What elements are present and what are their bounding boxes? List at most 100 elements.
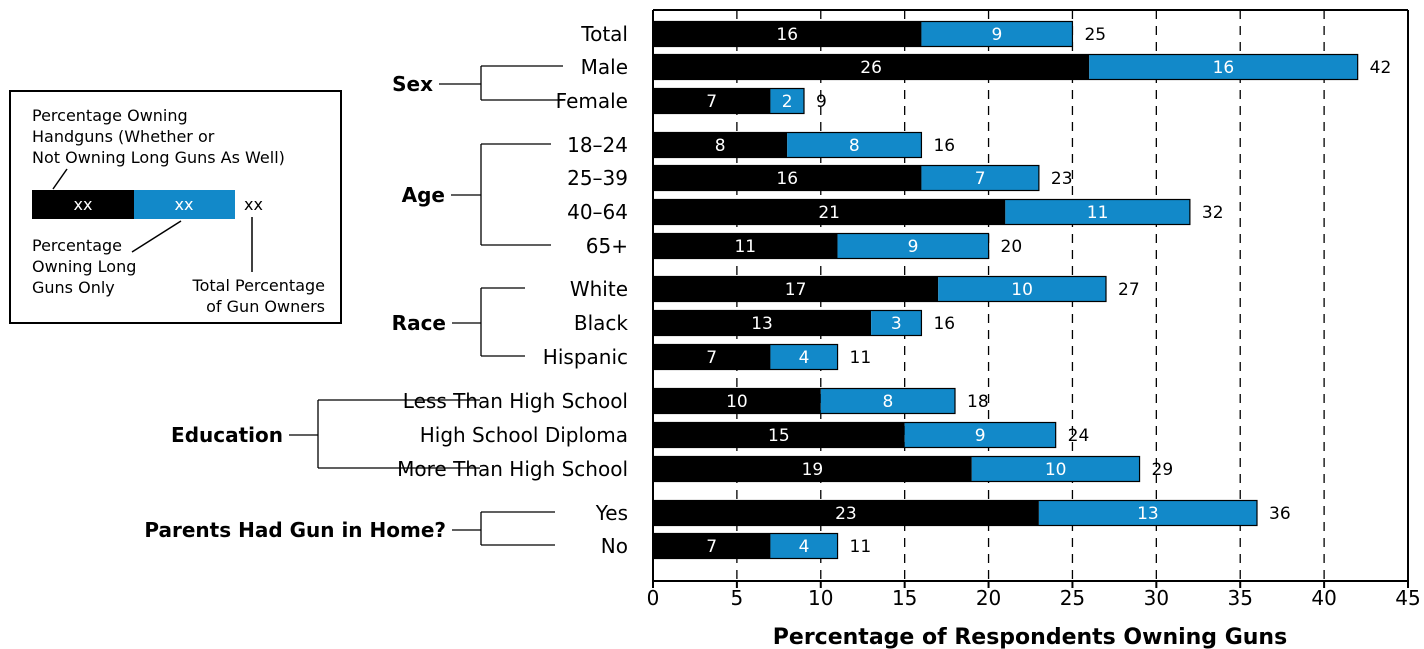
- group-label-4: Education: [171, 423, 283, 447]
- legend-longgun-label-line-1: Percentage: [32, 236, 122, 255]
- x-tick-label-10: 10: [808, 586, 833, 610]
- bar-longgun-1: [1089, 54, 1358, 80]
- data-label-handgun-2: 7: [706, 92, 717, 112]
- x-axis-title: Percentage of Respondents Owning Guns: [773, 625, 1287, 649]
- category-label-4: 25–39: [567, 166, 628, 190]
- bar-longgun-6: [837, 233, 989, 259]
- bar-handgun-12: [653, 456, 972, 482]
- bar-handgun-14: [653, 533, 771, 559]
- data-label-total-11: 24: [1068, 426, 1090, 446]
- bar-handgun-10: [653, 388, 821, 414]
- x-tick-label-30: 30: [1144, 586, 1169, 610]
- bar-handgun-3: [653, 132, 788, 158]
- bar-handgun-5: [653, 199, 1006, 225]
- category-label-6: 65+: [586, 234, 628, 258]
- category-label-1: Male: [581, 55, 628, 79]
- legend-total-label-line-2: of Gun Owners: [206, 297, 325, 316]
- data-label-handgun-13: 23: [835, 504, 857, 524]
- bar-handgun-0: [653, 21, 922, 47]
- data-label-total-12: 29: [1152, 460, 1174, 480]
- x-tick-label-20: 20: [976, 586, 1001, 610]
- data-label-longgun-3: 8: [849, 136, 860, 156]
- data-label-longgun-6: 9: [908, 237, 919, 257]
- bar-longgun-7: [938, 276, 1106, 302]
- legend-longgun-swatch: [134, 190, 235, 219]
- data-label-longgun-1: 16: [1213, 58, 1235, 78]
- x-tick-label-40: 40: [1311, 586, 1336, 610]
- bar-handgun-6: [653, 233, 838, 259]
- bar-longgun-5: [1005, 199, 1190, 225]
- data-label-handgun-0: 16: [776, 25, 798, 45]
- data-label-handgun-5: 21: [818, 203, 840, 223]
- data-label-handgun-7: 17: [785, 280, 807, 300]
- bar-longgun-9: [770, 344, 838, 370]
- data-label-total-8: 16: [933, 314, 955, 334]
- group-label-1: Sex: [392, 72, 433, 96]
- bar-longgun-10: [820, 388, 955, 414]
- data-label-handgun-8: 13: [751, 314, 773, 334]
- legend-handgun-label-line-2: Handguns (Whether or: [32, 127, 215, 146]
- bar-longgun-2: [770, 88, 804, 114]
- legend-longgun-leader: [131, 220, 182, 253]
- data-label-longgun-11: 9: [975, 426, 986, 446]
- bar-longgun-12: [971, 456, 1140, 482]
- bar-longgun-3: [787, 132, 922, 158]
- bar-handgun-13: [653, 500, 1039, 526]
- data-label-handgun-3: 8: [715, 136, 726, 156]
- data-label-total-1: 42: [1370, 58, 1392, 78]
- bar-handgun-4: [653, 165, 922, 191]
- data-label-total-14: 11: [850, 537, 872, 557]
- data-label-longgun-12: 10: [1045, 460, 1067, 480]
- legend-handgun-swatch: [32, 190, 134, 219]
- data-label-total-4: 23: [1051, 169, 1073, 189]
- bar-longgun-0: [921, 21, 1073, 47]
- group-label-5: Parents Had Gun in Home?: [144, 518, 446, 542]
- data-label-total-13: 36: [1269, 504, 1291, 524]
- category-labels: Total Male Female 18–24 25–39 40–64 65+ White Bl…: [397, 22, 628, 558]
- bar-longgun-14: [770, 533, 838, 559]
- data-label-total-2: 9: [816, 92, 827, 112]
- category-label-10: Less Than High School: [403, 389, 628, 413]
- category-label-8: Black: [574, 311, 629, 335]
- legend-longgun-placeholder: xx: [175, 195, 194, 214]
- data-label-total-0: 25: [1084, 25, 1106, 45]
- bar-handgun-9: [653, 344, 771, 370]
- bar-longgun-4: [921, 165, 1039, 191]
- data-label-longgun-4: 7: [975, 169, 986, 189]
- category-label-11: High School Diploma: [420, 423, 628, 447]
- data-label-handgun-4: 16: [776, 169, 798, 189]
- bar-handgun-11: [653, 422, 905, 448]
- x-tick-label-0: 0: [647, 586, 660, 610]
- bar-handgun-8: [653, 310, 872, 336]
- data-label-handgun-9: 7: [706, 348, 717, 368]
- legend-longgun-label-line-2: Owning Long: [32, 257, 136, 276]
- data-label-handgun-6: 11: [734, 237, 756, 257]
- legend-total-label-line-1: Total Percentage: [192, 276, 325, 295]
- data-label-handgun-1: 26: [860, 58, 882, 78]
- data-label-handgun-11: 15: [768, 426, 790, 446]
- data-label-total-5: 32: [1202, 203, 1224, 223]
- category-label-3: 18–24: [567, 133, 628, 157]
- legend: Percentage Owning Handguns (Whether or N…: [9, 90, 342, 324]
- data-label-longgun-5: 11: [1087, 203, 1109, 223]
- legend-longgun-label-line-3: Guns Only: [32, 278, 115, 297]
- data-label-longgun-9: 4: [799, 348, 810, 368]
- x-tick-label-35: 35: [1227, 586, 1252, 610]
- bar-handgun-1: [653, 54, 1090, 80]
- x-axis: 0 5 10 15 20 25 30 35 40 45: [647, 9, 1421, 610]
- category-label-0: Total: [580, 22, 628, 46]
- group-labels: Sex Age Race Education Parents Had Gun in Ho…: [144, 65, 563, 546]
- x-tick-label-15: 15: [892, 586, 917, 610]
- data-label-total-3: 16: [933, 136, 955, 156]
- data-label-total-10: 18: [967, 392, 989, 412]
- category-label-2: Female: [556, 89, 628, 113]
- data-label-handgun-12: 19: [802, 460, 824, 480]
- data-label-handgun-10: 10: [726, 392, 748, 412]
- legend-handgun-label-line-1: Percentage Owning: [32, 106, 188, 125]
- category-label-13: Yes: [595, 501, 628, 525]
- bar-handgun-7: [653, 276, 939, 302]
- data-label-longgun-10: 8: [882, 392, 893, 412]
- data-label-total-7: 27: [1118, 280, 1140, 300]
